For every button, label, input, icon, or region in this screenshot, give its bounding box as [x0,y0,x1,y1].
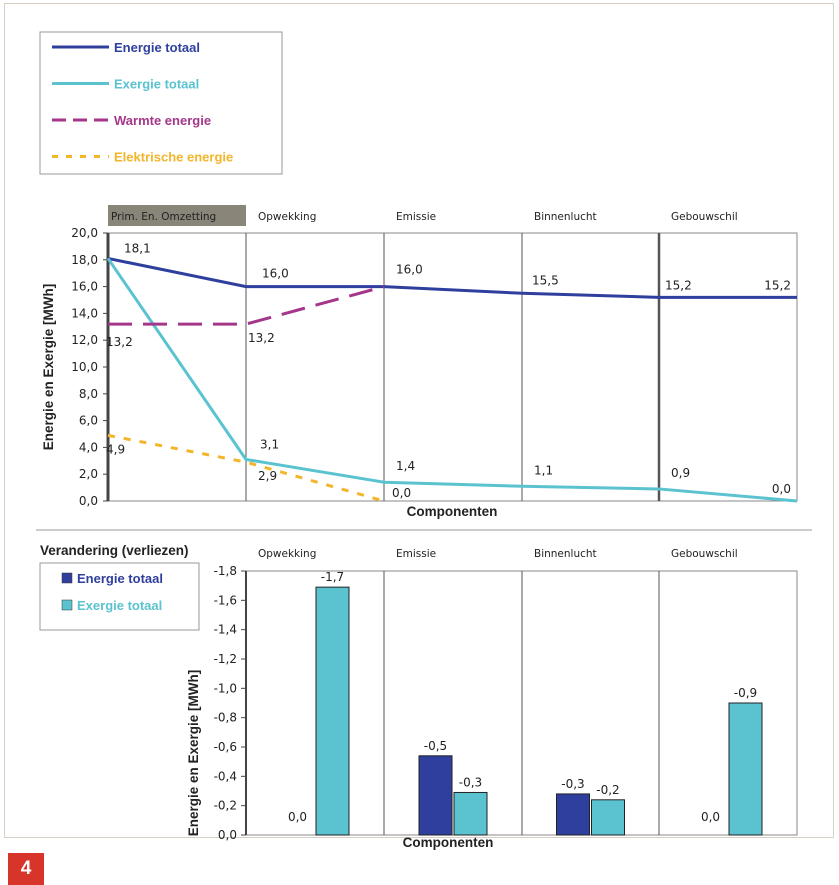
legend-bottom-swatch-1 [61,599,73,611]
line-y-tick-5: 10,0 [71,360,98,374]
line-data-label-0-5: 15,2 [764,278,791,292]
line-x-axis-title: Componenten [407,504,498,519]
bar-y-tick-9: 0,0 [218,828,237,842]
legend-label-2: Warmte energie [114,113,211,128]
bar-y-tick-4: -1,0 [214,681,237,695]
line-data-label-3-2: 0,0 [392,486,411,500]
bar-1-3 [728,702,763,836]
bar-0-2 [556,793,590,836]
line-data-label-0-2: 16,0 [396,263,423,277]
bar-category-3: Gebouwschil [671,548,738,560]
legend-bottom-label-0: Energie totaal [77,571,163,586]
bar-y-tick-6: -0,6 [214,740,237,754]
bar-1-0 [315,586,350,836]
line-y-tick-9: 2,0 [79,467,98,481]
bar-x-axis-title: Componenten [403,835,494,850]
bar-category-0: Opwekking [258,548,316,560]
bar-label-1-0: -1,7 [321,570,344,584]
line-y-tick-1: 18,0 [71,253,98,267]
series-line-1 [106,257,798,503]
line-data-label-1-1: 3,1 [260,437,279,451]
component-header-1: Opwekking [258,211,316,223]
line-y-axis-title: Energie en Exergie [MWh] [41,284,56,451]
line-y-tick-7: 6,0 [79,414,98,428]
bar-y-tick-8: -0,2 [214,799,237,813]
legend-label-0: Energie totaal [114,40,200,55]
line-data-label-2-0: 13,2 [106,335,133,349]
bar-label-1-1: -0,3 [459,775,482,789]
line-data-label-0-1: 16,0 [262,267,289,281]
bar-y-tick-3: -1,2 [214,652,237,666]
bar-y-tick-7: -0,4 [214,769,237,783]
line-y-tick-0: 20,0 [71,226,98,240]
figure-frame [4,3,834,838]
bar-category-1: Emissie [396,548,436,560]
bar-label-0-1: -0,5 [424,739,447,753]
bar-1-1 [453,791,488,836]
line-data-label-1-3: 1,1 [534,463,553,477]
line-data-label-0-4: 15,2 [665,278,692,292]
line-y-tick-10: 0,0 [79,494,98,508]
bar-0-1 [418,755,453,836]
bar-category-2: Binnenlucht [534,548,597,560]
line-data-label-2-1: 13,2 [248,331,275,345]
series-line-2 [108,285,385,326]
bar-label-0-3: 0,0 [701,810,720,824]
line-y-tick-4: 12,0 [71,333,98,347]
line-y-tick-8: 4,0 [79,440,98,454]
component-header-4: Gebouwschil [671,211,738,223]
legend-label-1: Exergie totaal [114,77,199,92]
bar-1-2 [591,799,625,836]
line-y-tick-2: 16,0 [71,280,98,294]
line-data-label-1-4: 0,9 [671,466,690,480]
figure-number-badge: 4 [8,853,44,885]
bar-label-1-3: -0,9 [734,686,757,700]
component-header-2: Emissie [396,211,436,223]
component-header-3: Binnenlucht [534,211,597,223]
line-plot-area [107,232,798,502]
component-header-0: Prim. En. Omzetting [111,211,216,223]
line-data-label-0-0: 18,1 [124,241,151,255]
line-y-tick-6: 8,0 [79,387,98,401]
bar-chart-title: Verandering (verliezen) [40,543,189,558]
bar-y-tick-0: -1,8 [214,564,237,578]
line-data-label-1-2: 1,4 [396,459,415,473]
legend-top [39,31,283,175]
bar-label-0-0: 0,0 [288,810,307,824]
bar-y-tick-1: -1,6 [214,593,237,607]
bar-y-axis-title: Energie en Exergie [MWh] [186,670,201,837]
series-line-0 [107,256,797,299]
line-data-label-1-5: 0,0 [772,482,791,496]
line-data-label-3-0: 4,9 [106,442,125,456]
bar-y-tick-2: -1,4 [214,623,237,637]
line-y-tick-3: 14,0 [71,306,98,320]
bar-label-1-2: -0,2 [596,783,619,797]
component-header-box [108,205,246,226]
bar-y-tick-5: -0,8 [214,711,237,725]
line-data-label-0-3: 15,5 [532,273,559,287]
line-data-label-3-1: 2,9 [258,469,277,483]
bar-label-0-2: -0,3 [561,777,584,791]
legend-bottom-swatch-0 [61,572,73,584]
legend-label-3: Elektrische energie [114,150,233,165]
legend-bottom-label-1: Exergie totaal [77,598,162,613]
